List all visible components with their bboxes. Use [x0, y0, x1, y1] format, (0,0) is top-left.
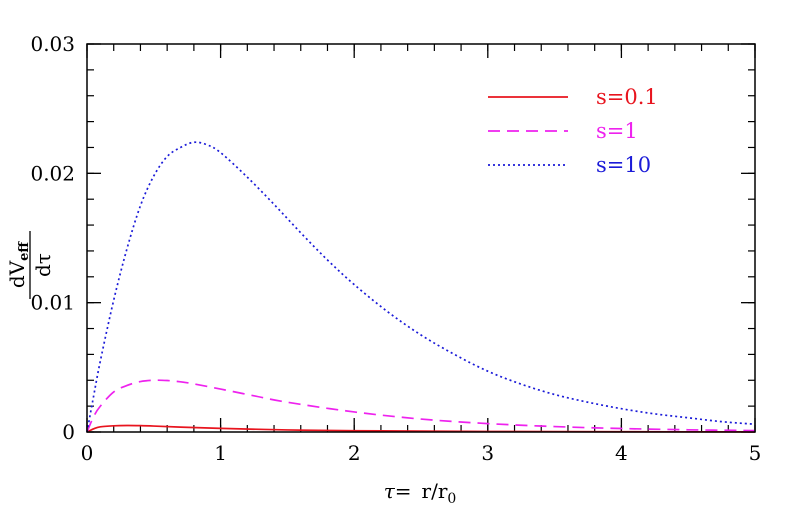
x-tick-label: 2	[348, 441, 361, 465]
legend-label-1: s=0.1	[596, 85, 658, 109]
y-axis-label-numerator-sub: eff	[17, 241, 32, 261]
x-axis-label-prefix: τ=	[384, 479, 412, 503]
y-axis-label: dVeff dτ	[5, 231, 55, 299]
x-axis-label-main: r/r	[422, 479, 448, 503]
x-axis-label-sub: 0	[447, 491, 456, 507]
y-axis-label-denominator: dτ	[31, 253, 55, 277]
x-tick-label: 0	[81, 441, 94, 465]
y-tick-labels: 0 0.01 0.02 0.03	[30, 32, 75, 444]
series-line-2	[86, 379, 756, 433]
y-tick-label: 0	[62, 420, 75, 444]
x-tick-label: 5	[749, 441, 762, 465]
y-tick-label: 0.01	[30, 291, 75, 315]
legend: s=0.1 s=1 s=10	[488, 85, 658, 177]
x-tick-label: 3	[481, 441, 494, 465]
y-axis-label-numerator: dVeff	[5, 241, 32, 289]
legend-label-3: s=10	[596, 153, 651, 177]
x-axis-label: τ= r/r0	[384, 479, 457, 507]
y-tick-label: 0.02	[30, 161, 75, 185]
y-axis-label-numerator-main: dV	[5, 260, 29, 288]
y-tick-label: 0.03	[30, 32, 75, 56]
x-tick-label: 1	[214, 441, 227, 465]
x-tick-label: 4	[615, 441, 628, 465]
series-line-3	[86, 141, 756, 433]
legend-label-2: s=1	[596, 119, 638, 143]
x-tick-labels: 0 1 2 3 4 5	[81, 441, 762, 465]
plot-frame	[86, 43, 756, 433]
